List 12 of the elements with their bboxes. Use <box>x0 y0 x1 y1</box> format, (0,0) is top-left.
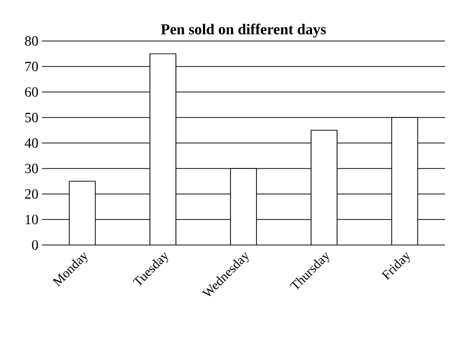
y-tick-label: 70 <box>25 62 38 72</box>
bar <box>230 168 257 245</box>
y-tick-label: 40 <box>24 138 38 148</box>
y-tick-label: 30 <box>25 164 38 174</box>
chart-title: Pen sold on different days <box>160 24 326 38</box>
bar <box>391 117 418 245</box>
y-tick-label: 60 <box>25 87 38 97</box>
y-tick-label: 20 <box>25 189 38 199</box>
y-tick-label: 80 <box>25 36 38 46</box>
y-tick-label: 10 <box>26 214 38 224</box>
y-tick-label: 0 <box>32 240 38 250</box>
y-tick-label: 50 <box>25 112 38 122</box>
